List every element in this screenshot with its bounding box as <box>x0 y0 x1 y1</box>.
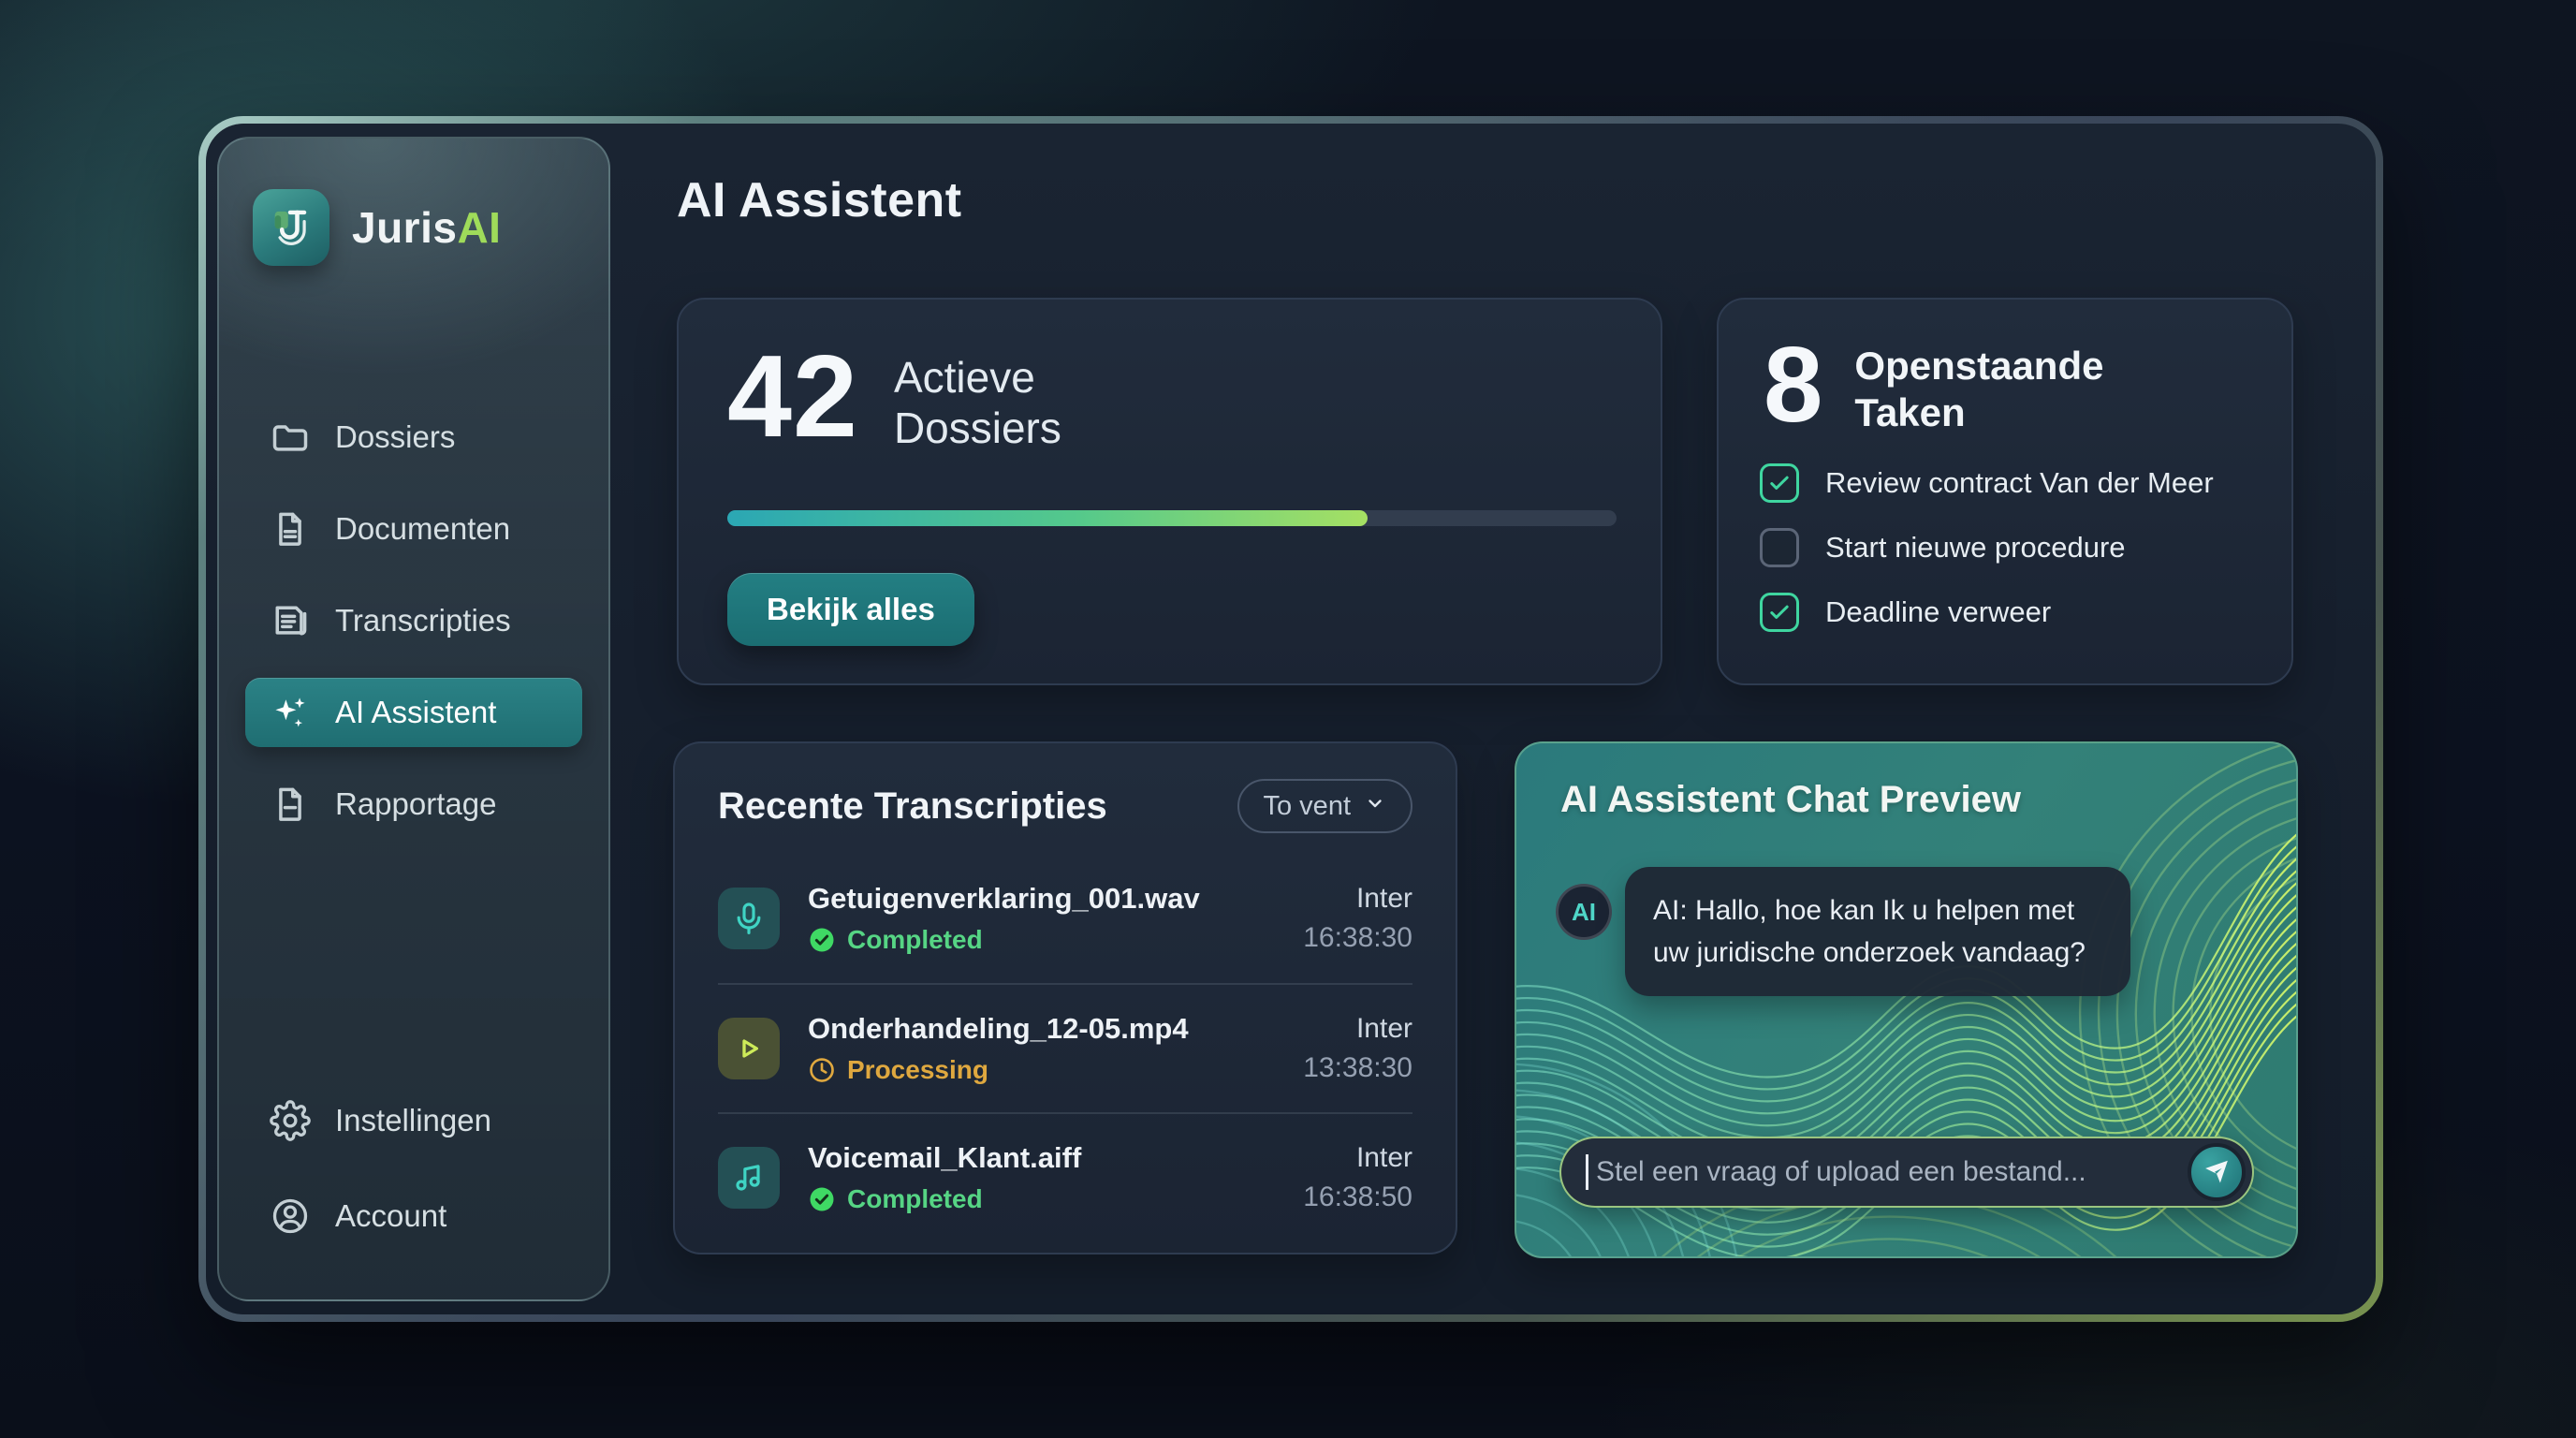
transcript-icon <box>270 600 311 641</box>
status-label: Processing <box>847 1055 988 1084</box>
sidebar-item-label: Account <box>335 1198 447 1233</box>
progress-fill <box>727 510 1368 526</box>
report-icon <box>270 784 311 825</box>
sidebar-item-label: Rapportage <box>335 786 497 821</box>
transcript-list: Getuigenverklaring_001.wav Completed Int… <box>718 854 1412 1238</box>
gear-icon <box>270 1100 311 1141</box>
user-icon <box>270 1196 311 1237</box>
sidebar-item-label: AI Assistent <box>335 695 497 729</box>
check-icon <box>1770 476 1789 490</box>
task-row[interactable]: Start nieuwe procedure <box>1760 527 2250 567</box>
transcript-filename: Voicemail_Klant.aiff <box>808 1141 1082 1174</box>
brand: JurisAI <box>245 189 582 266</box>
task-row[interactable]: Review contract Van der Meer <box>1760 462 2250 503</box>
folder-icon <box>270 417 311 458</box>
play-icon <box>718 1018 780 1079</box>
check-circle-icon <box>808 1185 836 1213</box>
transcript-meta: Inter 16:38:50 <box>1303 1142 1412 1212</box>
transcript-filename: Onderhandeling_12-05.mp4 <box>808 1012 1189 1045</box>
transcript-meta: Inter 13:38:30 <box>1303 1013 1412 1083</box>
microphone-icon <box>718 888 780 949</box>
transcript-row[interactable]: Getuigenverklaring_001.wav Completed Int… <box>718 854 1412 983</box>
transcripts-title: Recente Transcripties <box>718 785 1107 827</box>
app-window: JurisAI Dossiers Documenten <box>198 116 2383 1322</box>
sidebar-item-documenten[interactable]: Documenten <box>245 494 582 564</box>
task-label: Start nieuwe procedure <box>1825 530 2126 564</box>
task-checkbox[interactable] <box>1760 462 1799 503</box>
chat-input[interactable]: Stel een vraag of upload een bestand... <box>1559 1137 2254 1208</box>
sidebar-footer: Instellingen Account <box>245 1086 582 1258</box>
open-tasks-value: 8 <box>1764 326 1823 445</box>
transcript-filename: Getuigenverklaring_001.wav <box>808 882 1200 915</box>
brand-name: JurisAI <box>352 203 502 252</box>
j-bookmark-icon <box>267 201 315 255</box>
document-icon <box>270 508 311 550</box>
music-note-icon <box>718 1147 780 1209</box>
ai-chat-preview-card: AI Assistent Chat Preview AI AI: Hallo, … <box>1515 741 2298 1258</box>
transcript-status: Completed <box>808 1184 1275 1214</box>
view-all-button[interactable]: Bekijk alles <box>727 573 974 646</box>
send-icon <box>2203 1157 2231 1188</box>
transcript-status: Processing <box>808 1055 1275 1085</box>
status-label: Completed <box>847 925 983 954</box>
ai-avatar: AI <box>1556 884 1612 940</box>
active-dossiers-card: 42 Actieve Dossiers Bekijk alles <box>677 298 1662 685</box>
status-label: Completed <box>847 1184 983 1213</box>
send-button[interactable] <box>2188 1143 2246 1201</box>
task-row[interactable]: Deadline verweer <box>1760 592 2250 632</box>
chevron-down-icon <box>1364 791 1386 822</box>
ai-message-bubble: AI: Hallo, hoe kan Ik u helpen met uw ju… <box>1625 867 2130 996</box>
sidebar-nav: Dossiers Documenten Transcripties <box>245 403 582 839</box>
open-tasks-title: Openstaande Taken <box>1854 344 2104 435</box>
transcript-status: Completed <box>808 925 1275 955</box>
sidebar-item-dossiers[interactable]: Dossiers <box>245 403 582 472</box>
transcript-row[interactable]: Onderhandeling_12-05.mp4 Processing Inte… <box>718 983 1412 1112</box>
task-checkbox[interactable] <box>1760 592 1799 632</box>
active-dossiers-label: Actieve Dossiers <box>893 353 1061 453</box>
check-icon <box>1770 605 1789 619</box>
task-label: Deadline verweer <box>1825 594 2052 628</box>
sidebar-item-label: Dossiers <box>335 419 456 454</box>
sidebar-item-label: Instellingen <box>335 1103 491 1137</box>
sidebar-item-account[interactable]: Account <box>245 1181 582 1251</box>
sidebar-item-label: Transcripties <box>335 603 511 638</box>
task-checkbox[interactable] <box>1760 527 1799 567</box>
filter-dropdown[interactable]: To vent <box>1237 779 1412 833</box>
app-window-inner: JurisAI Dossiers Documenten <box>206 124 2376 1314</box>
jurisai-logo <box>253 189 329 266</box>
check-circle-icon <box>808 926 836 954</box>
sidebar-item-instellingen[interactable]: Instellingen <box>245 1086 582 1155</box>
sidebar: JurisAI Dossiers Documenten <box>217 137 610 1301</box>
active-dossiers-value: 42 <box>727 332 858 462</box>
dossiers-progress-bar <box>727 510 1617 526</box>
transcript-row[interactable]: Voicemail_Klant.aiff Completed Inter 16:… <box>718 1112 1412 1241</box>
transcript-meta: Inter 16:38:30 <box>1303 883 1412 953</box>
chat-preview-title: AI Assistent Chat Preview <box>1560 779 2022 820</box>
filter-label: To vent <box>1263 790 1352 821</box>
sidebar-item-transcripties[interactable]: Transcripties <box>245 586 582 655</box>
text-cursor <box>1586 1154 1588 1190</box>
sidebar-item-rapportage[interactable]: Rapportage <box>245 770 582 839</box>
page-title: AI Assistent <box>677 173 962 227</box>
sparkles-icon <box>270 692 311 733</box>
clock-icon <box>808 1056 836 1084</box>
task-label: Review contract Van der Meer <box>1825 465 2214 499</box>
chat-input-placeholder: Stel een vraag of upload een bestand... <box>1596 1156 2086 1187</box>
open-tasks-card: 8 Openstaande Taken Review contract Van … <box>1717 298 2293 685</box>
task-list: Review contract Van der Meer Start nieuw… <box>1719 437 2291 632</box>
recent-transcripts-card: Recente Transcripties To vent Getuigenve… <box>673 741 1457 1255</box>
sidebar-item-ai-assistent[interactable]: AI Assistent <box>245 678 582 747</box>
sidebar-item-label: Documenten <box>335 511 511 546</box>
